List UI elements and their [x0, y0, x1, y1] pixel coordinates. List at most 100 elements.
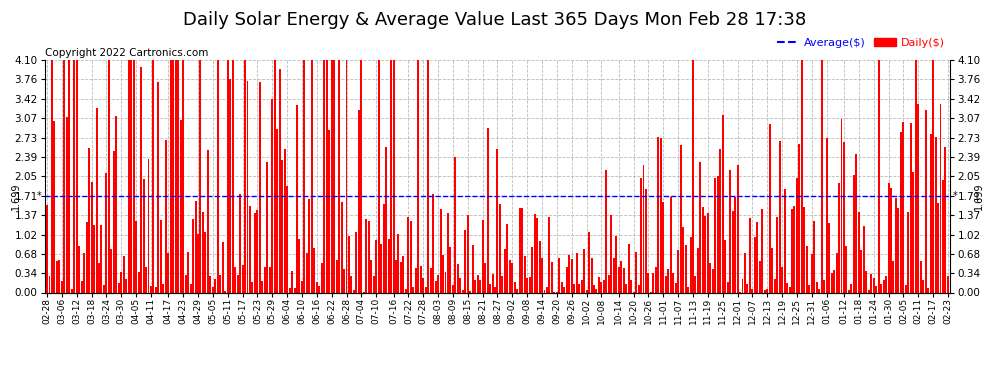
Bar [202, 211, 204, 292]
Bar [705, 216, 707, 292]
Bar [148, 159, 149, 292]
Bar [415, 268, 417, 292]
Bar [590, 258, 593, 292]
Bar [764, 290, 766, 292]
Bar [467, 215, 469, 292]
Bar [610, 216, 612, 292]
Bar [900, 132, 902, 292]
Bar [834, 270, 836, 292]
Bar [618, 267, 620, 292]
Bar [433, 194, 435, 292]
Bar [93, 225, 95, 292]
Bar [576, 253, 578, 292]
Bar [692, 60, 694, 292]
Bar [737, 165, 739, 292]
Bar [227, 60, 229, 292]
Bar [146, 267, 148, 292]
Bar [710, 263, 712, 292]
Bar [311, 60, 313, 292]
Bar [368, 221, 370, 292]
Bar [71, 288, 73, 292]
Bar [53, 121, 55, 292]
Bar [839, 183, 841, 292]
Bar [445, 272, 446, 292]
Bar [660, 138, 662, 292]
Bar [870, 273, 872, 292]
Bar [344, 269, 346, 292]
Bar [115, 116, 118, 292]
Bar [88, 148, 90, 292]
Bar [539, 241, 541, 292]
Bar [546, 286, 548, 292]
Bar [895, 198, 897, 292]
Bar [420, 266, 422, 292]
Bar [517, 289, 519, 292]
Bar [801, 60, 803, 292]
Bar [616, 236, 618, 292]
Bar [677, 249, 679, 292]
Bar [261, 281, 263, 292]
Bar [73, 60, 75, 292]
Bar [836, 254, 838, 292]
Bar [242, 266, 244, 292]
Bar [935, 137, 937, 292]
Bar [58, 261, 60, 292]
Bar [806, 246, 808, 292]
Bar [502, 276, 504, 292]
Bar [400, 262, 402, 292]
Bar [306, 253, 308, 292]
Bar [259, 82, 261, 292]
Bar [78, 246, 80, 292]
Bar [923, 279, 925, 292]
Bar [125, 279, 127, 292]
Bar [942, 180, 944, 292]
Bar [365, 219, 367, 292]
Bar [195, 201, 197, 292]
Bar [690, 237, 692, 292]
Bar [101, 225, 103, 292]
Legend: Average($), Daily($): Average($), Daily($) [777, 38, 944, 48]
Bar [920, 261, 922, 292]
Bar [786, 283, 788, 292]
Bar [735, 197, 737, 292]
Bar [63, 60, 65, 292]
Bar [560, 282, 562, 292]
Bar [121, 272, 123, 292]
Bar [390, 60, 392, 292]
Bar [281, 160, 283, 292]
Bar [472, 245, 474, 292]
Bar [578, 284, 580, 292]
Bar [190, 284, 192, 292]
Bar [687, 287, 689, 292]
Bar [182, 60, 184, 292]
Bar [363, 291, 365, 292]
Bar [253, 213, 255, 292]
Bar [494, 287, 496, 292]
Bar [829, 224, 831, 292]
Bar [873, 278, 875, 292]
Bar [68, 60, 70, 292]
Bar [232, 60, 234, 292]
Bar [809, 285, 811, 292]
Bar [336, 260, 338, 292]
Bar [461, 290, 463, 292]
Bar [551, 262, 553, 292]
Bar [633, 291, 635, 292]
Bar [581, 280, 583, 292]
Bar [492, 274, 494, 292]
Bar [157, 82, 159, 292]
Bar [291, 271, 293, 292]
Bar [237, 275, 239, 292]
Bar [512, 263, 514, 292]
Bar [155, 287, 157, 292]
Bar [878, 60, 880, 292]
Bar [162, 285, 164, 292]
Bar [423, 278, 425, 292]
Bar [185, 275, 187, 292]
Bar [286, 186, 288, 292]
Bar [613, 258, 615, 292]
Bar [749, 218, 751, 292]
Bar [499, 204, 501, 292]
Bar [230, 79, 232, 292]
Bar [930, 134, 932, 292]
